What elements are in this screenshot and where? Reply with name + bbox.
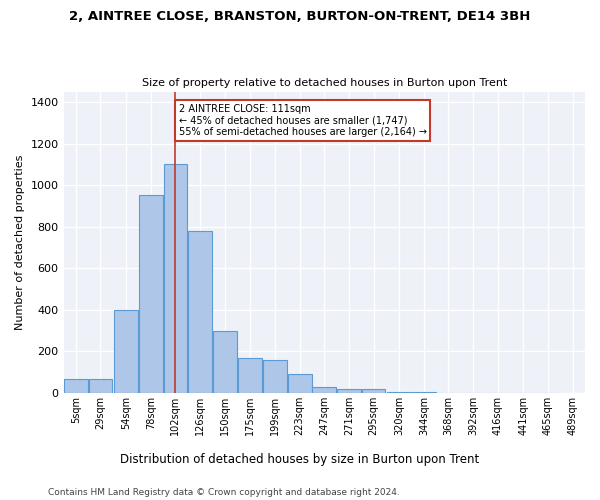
- Bar: [362, 388, 385, 393]
- Text: Distribution of detached houses by size in Burton upon Trent: Distribution of detached houses by size …: [121, 453, 479, 466]
- Bar: [164, 164, 187, 393]
- Bar: [387, 392, 411, 393]
- Bar: [412, 392, 436, 393]
- Bar: [238, 358, 262, 393]
- Bar: [114, 310, 138, 393]
- Bar: [263, 360, 287, 393]
- Bar: [213, 330, 236, 393]
- Bar: [337, 388, 361, 393]
- Bar: [64, 380, 88, 393]
- Text: 2, AINTREE CLOSE, BRANSTON, BURTON-ON-TRENT, DE14 3BH: 2, AINTREE CLOSE, BRANSTON, BURTON-ON-TR…: [70, 10, 530, 23]
- Bar: [89, 380, 112, 393]
- Bar: [288, 374, 311, 393]
- Y-axis label: Number of detached properties: Number of detached properties: [15, 154, 25, 330]
- Text: 2 AINTREE CLOSE: 111sqm
← 45% of detached houses are smaller (1,747)
55% of semi: 2 AINTREE CLOSE: 111sqm ← 45% of detache…: [179, 104, 427, 137]
- Text: Contains HM Land Registry data © Crown copyright and database right 2024.: Contains HM Land Registry data © Crown c…: [48, 488, 400, 497]
- Bar: [188, 231, 212, 393]
- Bar: [139, 196, 163, 393]
- Title: Size of property relative to detached houses in Burton upon Trent: Size of property relative to detached ho…: [142, 78, 507, 88]
- Bar: [313, 386, 336, 393]
